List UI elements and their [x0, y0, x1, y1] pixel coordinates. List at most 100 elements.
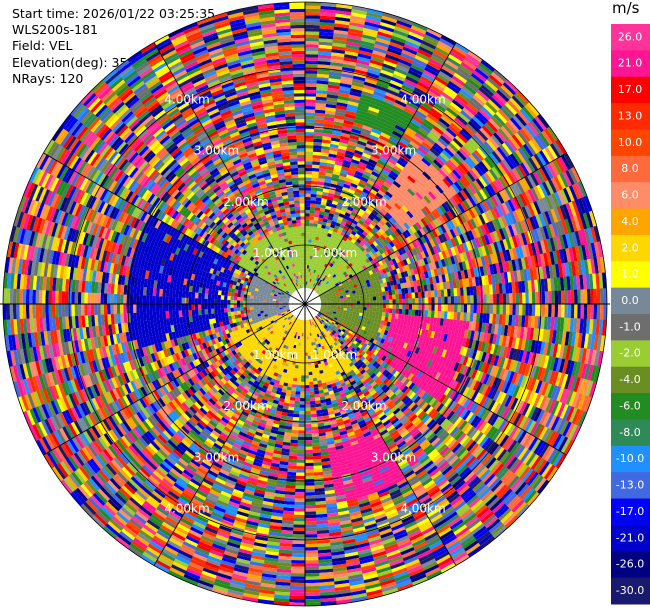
range-gate [367, 231, 374, 238]
range-gate [379, 72, 393, 80]
range-gate [407, 175, 416, 184]
range-gate [423, 205, 432, 215]
range-gate [377, 137, 388, 146]
range-gate [409, 172, 419, 182]
range-gate [315, 93, 328, 98]
range-gate [305, 37, 320, 42]
range-gate [339, 258, 345, 264]
range-gate [354, 149, 364, 156]
range-gate [316, 73, 330, 79]
range-gate [561, 290, 565, 305]
range-gate [388, 198, 397, 206]
range-gate [311, 171, 320, 175]
range-gate [501, 159, 512, 172]
range-gate [305, 206, 311, 211]
range-gate [333, 26, 349, 32]
range-gate [381, 196, 389, 204]
range-gate [348, 25, 364, 32]
range-gate [500, 106, 513, 120]
range-gate [371, 128, 382, 136]
range-gate [535, 291, 539, 305]
range-gate [329, 237, 335, 242]
range-gate [326, 199, 333, 204]
range-gate [392, 193, 401, 201]
range-gate [368, 106, 380, 114]
range-gate [429, 84, 444, 95]
range-gate [486, 170, 496, 183]
range-gate [453, 288, 458, 297]
range-gate [364, 146, 374, 153]
range-gate [308, 235, 313, 240]
range-gate [356, 298, 361, 302]
range-gate [314, 207, 321, 212]
range-gate [423, 216, 431, 225]
range-gate [305, 258, 308, 262]
range-gate [322, 282, 326, 286]
range-gate [500, 84, 514, 98]
range-gate [316, 230, 321, 235]
range-gate [366, 11, 383, 19]
range-gate [383, 256, 389, 263]
range-gate [418, 78, 432, 88]
range-gate [378, 219, 386, 227]
range-gate [386, 200, 395, 208]
range-gate [305, 219, 310, 223]
range-gate [309, 216, 315, 221]
range-gate [456, 311, 461, 321]
range-gate [354, 65, 369, 73]
range-gate [442, 222, 450, 232]
range-gate [356, 167, 365, 174]
range-gate [358, 50, 373, 57]
range-gate [427, 191, 437, 200]
start-time-text: Start time: 2026/01/22 03:25:35 [12, 6, 216, 21]
range-gate [336, 151, 346, 157]
range-gate [349, 276, 355, 281]
range-gate [344, 262, 349, 268]
range-gate [400, 224, 408, 232]
range-gate [394, 289, 399, 295]
range-gate [378, 110, 390, 118]
range-gate [447, 288, 451, 297]
range-gate [386, 299, 390, 305]
range-gate [378, 28, 394, 36]
range-gate [496, 304, 500, 315]
range-gate [422, 184, 431, 194]
range-gate [385, 308, 390, 313]
range-gate [484, 156, 495, 169]
range-gate [327, 283, 332, 287]
range-gate [334, 191, 342, 197]
range-gate [433, 159, 443, 169]
range-gate [321, 195, 329, 200]
range-gate [331, 241, 336, 247]
elevation-text: Elevation(deg): 35.00 [12, 54, 148, 70]
range-gate [341, 264, 347, 270]
range-gate [355, 256, 361, 262]
range-gate [570, 289, 575, 305]
range-gate [376, 300, 380, 305]
range-gate [454, 42, 470, 54]
range-gate [431, 52, 447, 63]
range-gate [407, 227, 414, 236]
scan-name-text: WLS200s-181 [12, 22, 98, 38]
range-gate [439, 67, 454, 79]
range-gate [453, 72, 468, 84]
range-gate [349, 200, 357, 206]
range-gate [365, 310, 370, 315]
range-gate [372, 149, 382, 157]
range-gate [383, 147, 393, 156]
range-gate [414, 239, 421, 247]
range-gate [316, 274, 320, 278]
range-gate [320, 149, 330, 154]
range-gate [319, 247, 324, 252]
range-gate [320, 284, 324, 288]
range-gate [487, 196, 496, 209]
range-gate [412, 193, 421, 203]
range-gate [321, 291, 325, 295]
range-gate [360, 233, 366, 239]
range-gate [470, 136, 482, 148]
range-gate [365, 258, 371, 264]
range-gate [352, 75, 366, 82]
range-gate [316, 227, 322, 232]
range-gate [325, 202, 332, 207]
range-gate [446, 56, 461, 68]
